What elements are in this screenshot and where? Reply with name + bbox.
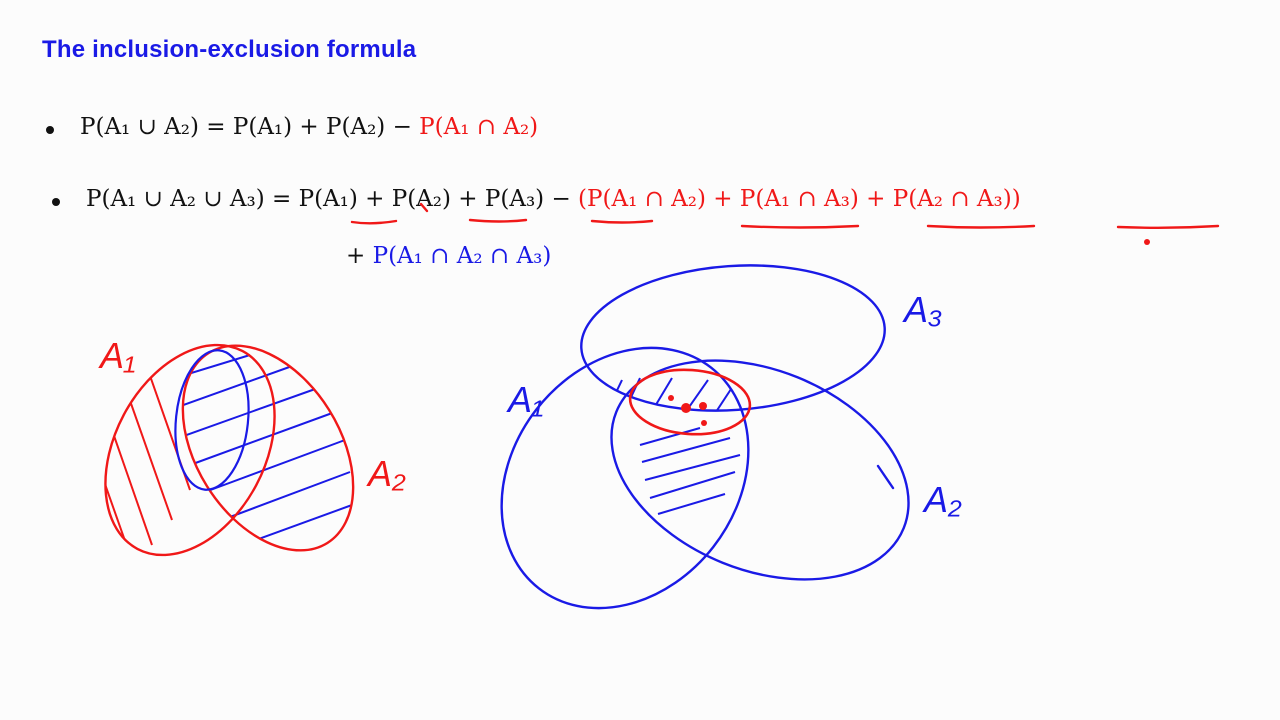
three-set-venn-diagram: A₁ A₂ A₃ [500, 264, 962, 610]
formula-two-sets: P(A₁ ∪ A₂) = P(A₁) + P(A₂) − P(A₁ ∩ A₂) [80, 114, 538, 140]
set-a3-outline-right [580, 264, 886, 412]
a1-a2-hatching [639, 427, 741, 515]
set-a1-outline-right [500, 346, 750, 610]
tick-mark [419, 202, 429, 213]
formula-three-sets-plus: + [346, 243, 373, 269]
underline-p-a1-a2 [740, 224, 860, 229]
formula-triple-intersection: P(A₁ ∩ A₂ ∩ A₃) [372, 243, 552, 269]
triple-intersection-outline [628, 368, 752, 436]
a1-hatching [99, 369, 191, 556]
formula-three-sets: P(A₁ ∪ A₂ ∪ A₃) = P(A₁) + P(A₂) + P(A₃) … [86, 186, 1021, 212]
intersection-outline [174, 349, 250, 491]
a2-hatching [174, 354, 353, 546]
slide-title: The inclusion-exclusion formula [42, 36, 417, 63]
underline-p-a2 [468, 218, 528, 223]
label-a2-left: A₂ [366, 453, 406, 494]
formula-three-sets-main: P(A₁ ∪ A₂ ∪ A₃) = P(A₁) + P(A₂) + P(A₃) … [86, 186, 579, 212]
two-set-venn-diagram: A₁ A₂ [98, 335, 406, 557]
formula-two-sets-intersection: P(A₁ ∩ A₂) [419, 114, 539, 140]
underline-p-a2-a3 [1116, 224, 1220, 229]
set-a2-outline-right [610, 359, 910, 581]
a1-a2-region [639, 427, 741, 515]
underline-p-a3 [590, 219, 654, 224]
label-a1-right: A₁ [506, 379, 543, 420]
label-a2-right: A₂ [922, 479, 962, 520]
label-a3-right: A₃ [902, 289, 942, 330]
formula-underlines [350, 202, 1220, 229]
label-a1-left: A₁ [98, 335, 135, 376]
underline-p-a1-a3 [926, 224, 1036, 229]
formula-three-sets-line2: + P(A₁ ∩ A₂ ∩ A₃) [346, 243, 551, 269]
bullet-marker-2 [52, 198, 60, 206]
a2-arrow-mark [876, 464, 895, 490]
set-a2-outline [181, 344, 355, 552]
set-a1-outline [104, 343, 276, 557]
formula-three-sets-pairwise: (P(A₁ ∩ A₂) + P(A₁ ∩ A₃) + P(A₂ ∩ A₃)) [578, 186, 1021, 212]
triple-intersection-dots [668, 395, 707, 426]
underline-p-a1 [350, 219, 398, 225]
bullet-marker-1 [46, 126, 54, 134]
dot-mark [1144, 239, 1150, 245]
formula-two-sets-main: P(A₁ ∪ A₂) = P(A₁) + P(A₂) − [80, 114, 420, 140]
